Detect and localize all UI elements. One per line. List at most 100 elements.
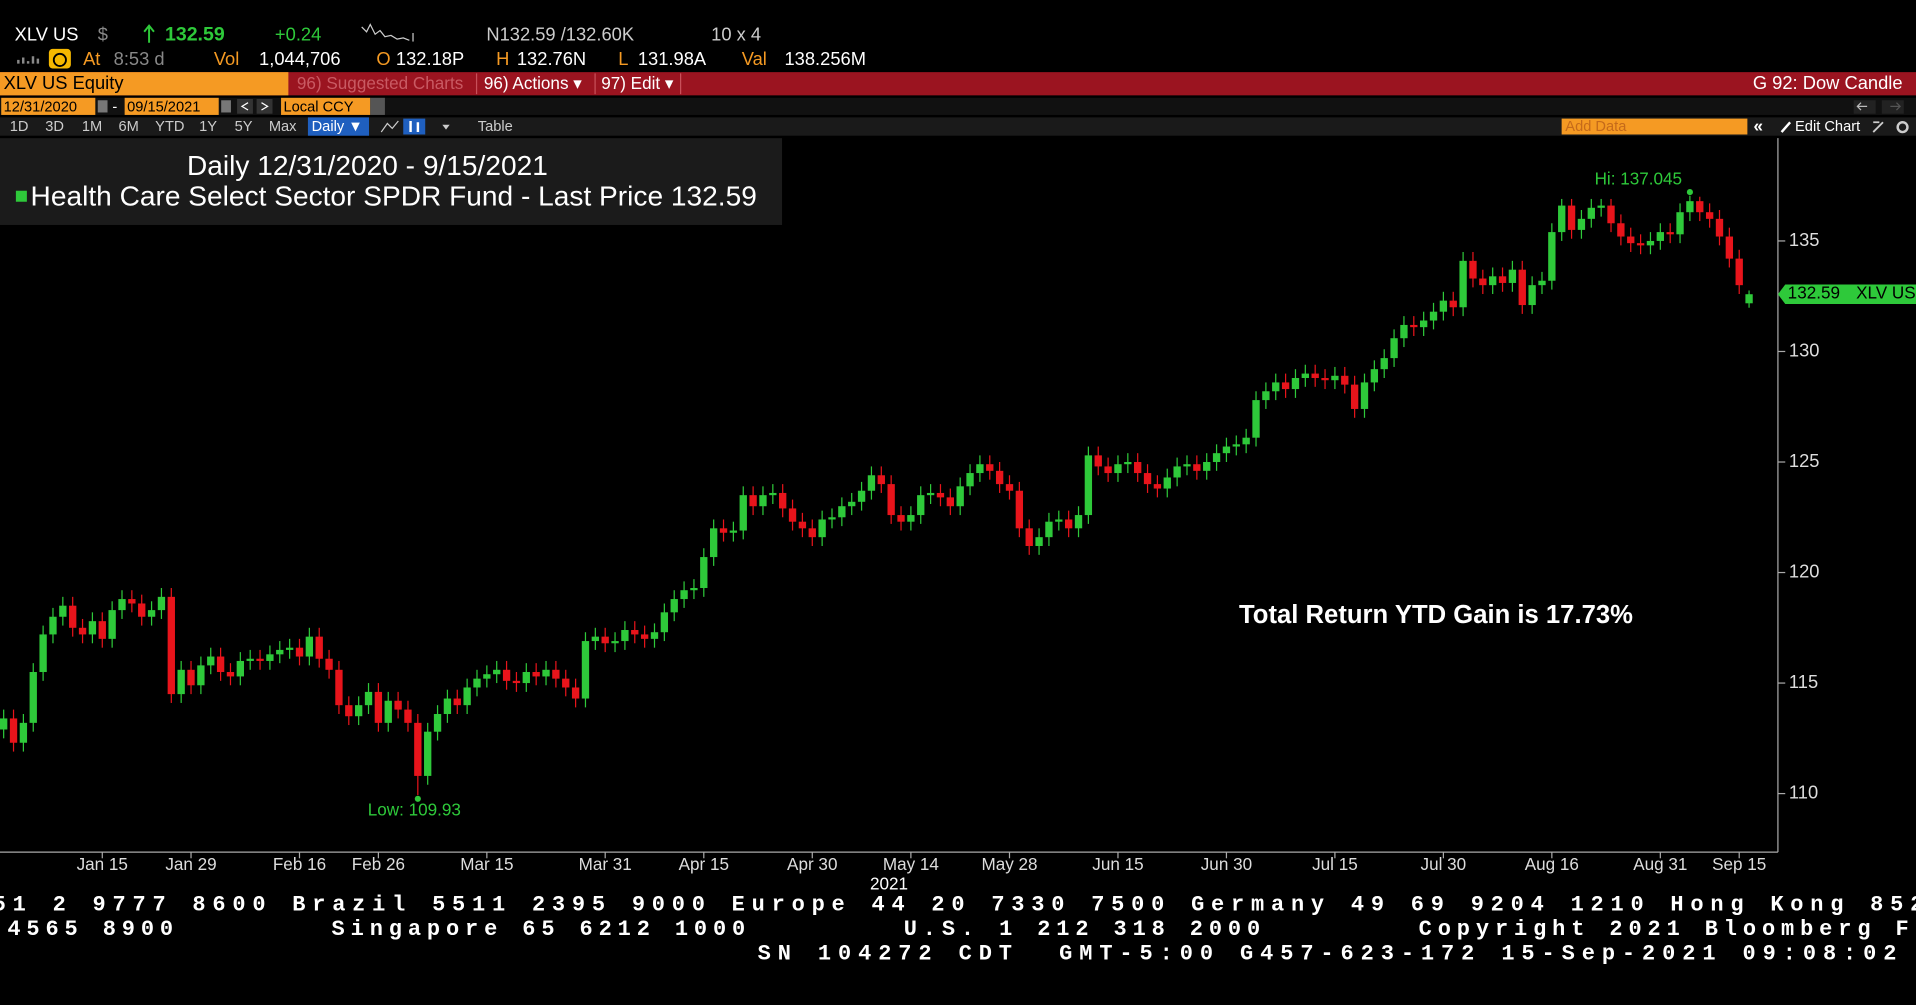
x-tick-label: Jan 29 [165,855,216,874]
x-tick-label: Jan 15 [77,855,128,874]
period-button[interactable]: 1Y [199,119,217,135]
price-tag: 132.59 [1788,284,1840,303]
candle-body [1705,212,1714,219]
legend-box [0,138,783,225]
candle-body [1064,519,1073,529]
x-tick-label: Jul 15 [1312,855,1358,874]
period-button[interactable]: 1D [10,119,29,135]
period-button[interactable]: 1M [82,119,102,135]
candle-body [1094,455,1102,467]
candle-body [236,660,244,677]
candle-body [157,596,166,611]
candle-body [1479,278,1487,286]
calendar-icon[interactable] [221,100,231,113]
candle-body [295,647,304,657]
line-icon[interactable] [380,120,399,133]
y-tick-label: 120 [1789,560,1820,581]
candle-body [325,658,333,670]
legend-label: Health Care Select Sector SPDR Fund - La… [31,180,757,211]
period-button[interactable]: YTD [155,119,184,135]
candle-body [19,722,28,743]
last-price: 132.59 [165,24,225,46]
candle-body [1390,338,1398,359]
start-date[interactable]: 12/31/2020 [4,99,77,115]
settings-icon[interactable] [1896,121,1909,134]
candle-body [1242,437,1250,445]
candle-body [177,669,185,695]
candle-body [1715,218,1724,237]
candle-body [828,517,836,520]
candle-body [285,647,294,650]
high: 132.76N [517,48,586,69]
candle-body [1321,378,1329,381]
vol-label: Vol [214,48,239,69]
candle-icon[interactable] [403,118,426,135]
currency-select[interactable]: Local CCY [283,99,353,115]
candle-body [1686,201,1694,213]
candle-body [1360,382,1369,409]
prev-button[interactable] [237,99,253,114]
ticker: XLV US [15,23,79,44]
candle-body [1045,521,1053,538]
candle-body [571,687,580,699]
candle-body [621,630,629,642]
candle-body [1163,477,1171,489]
security[interactable]: XLV US Equity [4,72,125,93]
candle-body [1528,285,1536,306]
candle-body [384,700,392,723]
candle-body [1498,276,1507,283]
plot: 110 115 120 125 130 135 Jan 15 Jan 29 Feb 16 Feb … [0,169,1916,874]
actions-menu[interactable]: 96) Actions ▾ [484,74,582,93]
candle-body [1035,537,1043,547]
add-data-box[interactable] [1561,118,1748,135]
undo-icon [1856,102,1868,111]
price-tag-ticker: XLV US [1856,284,1916,303]
candle-body [709,528,718,558]
candle-body [1636,243,1645,246]
candle-body [374,691,383,723]
candle-body [1232,444,1240,447]
security-box[interactable] [0,72,289,96]
currency-dropdown[interactable] [370,97,385,115]
end-date[interactable]: 09/15/2021 [127,99,200,115]
edit-chart[interactable]: Edit Chart [1795,119,1860,135]
period-button[interactable]: 6M [119,119,139,135]
candle-body [59,605,67,617]
candle-body [956,486,964,507]
candle-body [640,634,649,639]
candle-body [1696,201,1704,213]
start-date-box[interactable] [1,97,96,115]
frequency-box[interactable] [307,117,370,136]
collapse-icon[interactable]: « [1753,117,1763,136]
candle-body [611,641,619,644]
suggested-charts[interactable]: 96) Suggested Charts [297,74,463,93]
candle-body [660,612,669,633]
calendar-icon[interactable] [97,100,108,113]
candle-body [887,484,895,516]
x-tick-label: Mar 15 [460,855,513,874]
candle-body [1489,276,1497,286]
candle-body [493,669,501,675]
currency-box[interactable] [281,97,371,115]
candle-body [335,669,343,706]
low-marker [414,795,421,802]
add-data[interactable]: Add Data [1565,119,1627,135]
edit-menu[interactable]: 97) Edit ▾ [601,74,674,93]
resize-icon[interactable] [1872,121,1884,133]
next-button[interactable] [256,99,273,114]
candle-body [354,705,363,717]
period-button[interactable]: 5Y [235,119,253,135]
candle-body [848,501,856,507]
end-date-box[interactable] [124,97,219,115]
period-button[interactable]: Max [269,119,297,135]
hi-label: Hi: 137.045 [1595,169,1682,188]
period-button[interactable]: 3D [45,119,64,135]
table-button[interactable]: Table [478,119,513,135]
chart-type-dropdown[interactable] [442,124,450,130]
frequency[interactable]: Daily ▼ [312,119,363,135]
candle-body [1410,324,1418,328]
date-dash: - [112,99,117,115]
candle-body [49,616,57,635]
x-tick-label: Apr 30 [787,855,837,874]
